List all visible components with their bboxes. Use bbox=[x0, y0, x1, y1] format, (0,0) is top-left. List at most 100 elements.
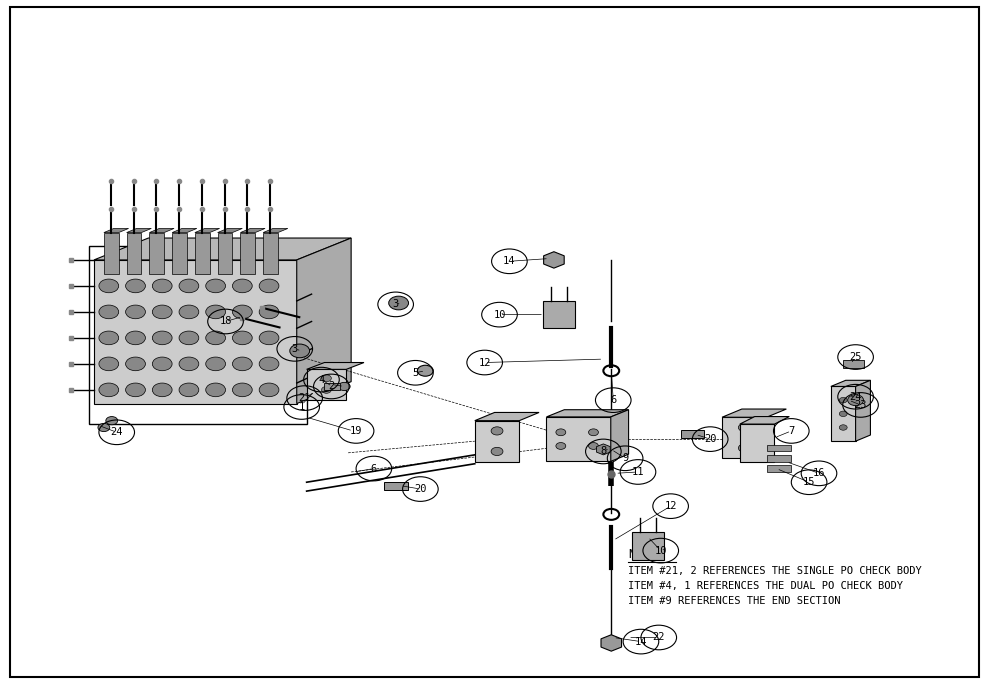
Circle shape bbox=[206, 383, 226, 397]
Bar bbox=[767, 465, 791, 472]
Circle shape bbox=[232, 383, 252, 397]
Circle shape bbox=[152, 279, 172, 293]
Circle shape bbox=[99, 279, 119, 293]
Bar bbox=[149, 233, 164, 274]
Circle shape bbox=[126, 383, 145, 397]
Text: 3: 3 bbox=[393, 300, 399, 309]
Bar bbox=[740, 424, 774, 462]
Text: 14: 14 bbox=[503, 256, 516, 266]
Polygon shape bbox=[831, 380, 870, 386]
Bar bbox=[324, 383, 340, 390]
Circle shape bbox=[839, 425, 847, 430]
Circle shape bbox=[738, 444, 750, 452]
Circle shape bbox=[152, 305, 172, 319]
Circle shape bbox=[417, 365, 433, 376]
Circle shape bbox=[99, 305, 119, 319]
Circle shape bbox=[259, 383, 279, 397]
Circle shape bbox=[206, 357, 226, 371]
Circle shape bbox=[98, 423, 110, 432]
Text: 9: 9 bbox=[622, 453, 628, 463]
Circle shape bbox=[152, 357, 172, 371]
Circle shape bbox=[491, 427, 503, 435]
Circle shape bbox=[232, 305, 252, 319]
Polygon shape bbox=[601, 635, 622, 651]
Circle shape bbox=[126, 279, 145, 293]
Bar bbox=[218, 233, 232, 274]
Circle shape bbox=[259, 331, 279, 345]
Text: NOTE:: NOTE: bbox=[628, 548, 664, 561]
Bar bbox=[384, 482, 408, 490]
Bar bbox=[767, 445, 791, 451]
Text: 16: 16 bbox=[813, 469, 825, 478]
Circle shape bbox=[738, 423, 750, 432]
Text: 10: 10 bbox=[493, 310, 506, 319]
Text: 24: 24 bbox=[849, 392, 862, 402]
Polygon shape bbox=[597, 444, 610, 455]
Polygon shape bbox=[307, 369, 346, 400]
Text: 24: 24 bbox=[110, 428, 123, 437]
Circle shape bbox=[290, 344, 310, 358]
Circle shape bbox=[389, 296, 409, 310]
Circle shape bbox=[206, 331, 226, 345]
Polygon shape bbox=[722, 409, 786, 417]
Circle shape bbox=[152, 331, 172, 345]
Polygon shape bbox=[195, 228, 220, 233]
Circle shape bbox=[839, 411, 847, 417]
Polygon shape bbox=[172, 228, 197, 233]
Circle shape bbox=[232, 331, 252, 345]
Polygon shape bbox=[297, 238, 351, 404]
Circle shape bbox=[839, 397, 847, 403]
Circle shape bbox=[556, 429, 566, 436]
Text: 20: 20 bbox=[704, 434, 716, 444]
Polygon shape bbox=[94, 260, 297, 404]
Circle shape bbox=[589, 443, 598, 449]
Polygon shape bbox=[475, 412, 539, 421]
Bar bbox=[843, 360, 864, 368]
Polygon shape bbox=[94, 238, 351, 260]
Polygon shape bbox=[740, 417, 789, 424]
Text: 18: 18 bbox=[219, 317, 232, 326]
Circle shape bbox=[589, 429, 598, 436]
Polygon shape bbox=[722, 417, 767, 458]
Polygon shape bbox=[218, 228, 242, 233]
Bar bbox=[127, 233, 141, 274]
Circle shape bbox=[491, 447, 503, 456]
Circle shape bbox=[152, 383, 172, 397]
Polygon shape bbox=[831, 386, 856, 441]
Circle shape bbox=[259, 357, 279, 371]
Text: ITEM #21, 2 REFERENCES THE SINGLE PO CHECK BODY: ITEM #21, 2 REFERENCES THE SINGLE PO CHE… bbox=[628, 566, 922, 576]
Text: 15: 15 bbox=[803, 477, 815, 487]
Circle shape bbox=[179, 383, 199, 397]
Polygon shape bbox=[544, 252, 564, 268]
Text: ITEM #9 REFERENCES THE END SECTION: ITEM #9 REFERENCES THE END SECTION bbox=[628, 596, 841, 606]
Text: ITEM #4, 1 REFERENCES THE DUAL PO CHECK BODY: ITEM #4, 1 REFERENCES THE DUAL PO CHECK … bbox=[628, 581, 903, 591]
Circle shape bbox=[126, 305, 145, 319]
Polygon shape bbox=[546, 410, 629, 417]
Text: 20: 20 bbox=[414, 484, 427, 494]
Circle shape bbox=[232, 357, 252, 371]
Bar bbox=[681, 430, 704, 438]
Text: 7: 7 bbox=[788, 426, 794, 436]
Text: 6: 6 bbox=[371, 464, 377, 473]
Text: 3: 3 bbox=[292, 344, 298, 354]
Circle shape bbox=[126, 357, 145, 371]
Text: 5: 5 bbox=[412, 368, 419, 378]
Polygon shape bbox=[263, 228, 288, 233]
Bar bbox=[767, 455, 791, 462]
Circle shape bbox=[259, 305, 279, 319]
Circle shape bbox=[321, 375, 331, 382]
Text: 14: 14 bbox=[635, 637, 647, 646]
Bar bbox=[632, 532, 664, 560]
Circle shape bbox=[179, 357, 199, 371]
Bar bbox=[263, 233, 278, 274]
Text: 22: 22 bbox=[653, 633, 665, 642]
Circle shape bbox=[321, 386, 331, 393]
Polygon shape bbox=[149, 228, 174, 233]
Circle shape bbox=[99, 331, 119, 345]
Text: 10: 10 bbox=[654, 546, 667, 555]
Text: 12: 12 bbox=[478, 358, 491, 367]
Bar bbox=[104, 233, 119, 274]
Text: 6: 6 bbox=[610, 395, 616, 405]
Polygon shape bbox=[611, 410, 629, 462]
Circle shape bbox=[179, 279, 199, 293]
